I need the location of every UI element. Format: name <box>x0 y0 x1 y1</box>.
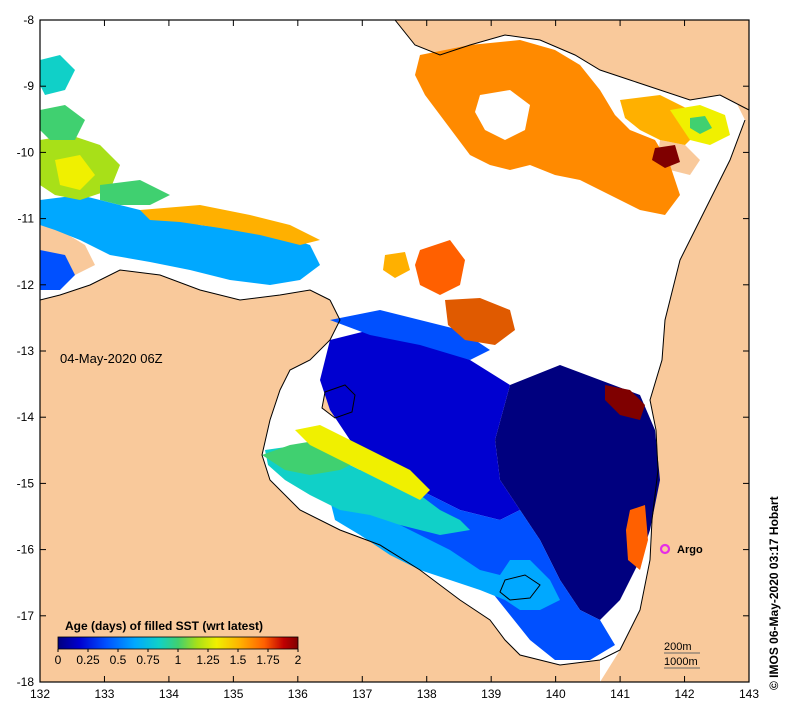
y-tick-label: -16 <box>17 543 35 557</box>
y-tick-label: -14 <box>17 410 35 424</box>
sst-age-patch-no-data-hole <box>475 90 530 140</box>
sst-age-patch-1.1d-right <box>690 116 712 134</box>
coastline-arnhem <box>40 269 331 301</box>
colorbar-tick-label: 1.75 <box>256 653 280 667</box>
coastline-mornington <box>499 574 541 601</box>
colorbar-tick-label: 1.5 <box>230 653 247 667</box>
colorbar-tick-label: 0.75 <box>136 653 160 667</box>
sst-age-patch-0.3d-sw <box>40 250 75 290</box>
sst-age-patch-0.5d <box>330 500 560 610</box>
x-tick-label: 136 <box>288 687 308 701</box>
sst-age-patch-2d-north <box>652 145 680 168</box>
colorbar-tick-label: 2 <box>295 653 302 667</box>
argo-icon <box>659 543 671 555</box>
sst-age-patch-2d-east <box>605 385 645 420</box>
y-tick-label: -9 <box>23 79 34 93</box>
sst-age-patch-1.5d <box>295 425 430 500</box>
contour-1000m-label: 1000m <box>664 656 698 668</box>
sst-age-patch-1.75d-central-2 <box>445 298 515 345</box>
land-cape-york <box>395 20 749 682</box>
colorbar-tick-label: 0.25 <box>76 653 100 667</box>
colorbar-tick-label: 0 <box>55 653 62 667</box>
x-tick-label: 140 <box>546 687 566 701</box>
argo-label: Argo <box>677 544 703 556</box>
sst-age-patch-1.75d-central <box>415 240 465 295</box>
x-tick-label: 134 <box>159 687 179 701</box>
y-tick-label: -15 <box>17 476 35 490</box>
sst-age-patch-1.75d-north <box>415 40 680 215</box>
sst-age-patch-0.25d-arafura <box>330 310 490 360</box>
coastline-new-guinea <box>394 20 749 111</box>
x-tick-label: 141 <box>610 687 630 701</box>
sst-age-patch-1.25d-top <box>40 105 85 140</box>
y-tick-label: -13 <box>17 344 35 358</box>
x-tick-label: 139 <box>481 687 501 701</box>
colorbar-ticks: 0 0.25 0.5 0.75 1 1.25 1.5 1.75 2 <box>55 649 302 667</box>
sst-age-patch-1.6d-central <box>383 252 410 278</box>
colorbar-gradient <box>57 636 299 650</box>
colorbar-tick-label: 1.25 <box>196 653 220 667</box>
sst-age-patch-1.5d-right <box>620 95 700 145</box>
x-tick-label: 132 <box>30 687 50 701</box>
coastline-groote <box>321 384 356 419</box>
y-tick-label: -17 <box>17 609 35 623</box>
x-tick-label: 135 <box>223 687 243 701</box>
sst-age-patch-0d <box>495 365 660 620</box>
sst-age-patch-1.5d-west <box>55 155 95 190</box>
x-tick-label: 143 <box>739 687 759 701</box>
coastline-gulf <box>261 119 746 666</box>
y-tick-label: -18 <box>17 675 35 689</box>
colorbar-tick-label: 1 <box>175 653 182 667</box>
sst-age-patch-1.75d-coast <box>626 505 648 570</box>
x-tick-label: 138 <box>417 687 437 701</box>
land-new-guinea <box>395 20 749 110</box>
contour-legend: 200m 1000m <box>664 641 700 669</box>
colorbar-tick-label: 0.5 <box>110 653 127 667</box>
credit-line: © IMOS 06-May-2020 03:17 Hobart <box>767 496 781 690</box>
x-tick-label: 133 <box>94 687 114 701</box>
land-arnhem-and-gulf <box>40 270 600 682</box>
y-tick-label: -8 <box>23 13 34 27</box>
colorbar-title: Age (days) of filled SST (wrt latest) <box>65 619 263 633</box>
y-tick-label: -12 <box>17 278 35 292</box>
date-label: 04-May-2020 06Z <box>60 351 163 366</box>
y-tick-label: -11 <box>18 212 35 226</box>
x-axis: 132 133 134 135 136 137 138 139 140 141 142 143 <box>30 20 759 701</box>
sst-age-patch-0.1d <box>320 330 520 520</box>
sst-age-patch-0.5d-north <box>40 195 320 285</box>
y-tick-label: -10 <box>17 145 35 159</box>
contour-200m-label: 200m <box>664 641 692 653</box>
x-tick-label: 137 <box>352 687 372 701</box>
x-tick-label: 142 <box>675 687 695 701</box>
sst-age-patch-1.75d-strip <box>140 205 320 245</box>
sst-age-patch-0.75d-top <box>40 55 75 95</box>
argo-float-marker: Argo <box>659 543 703 556</box>
y-axis: -8 -9 -10 -11 -12 -13 -14 -15 -16 -17 -18 <box>17 13 749 689</box>
sst-age-patch-0.75d-mid <box>100 180 170 205</box>
